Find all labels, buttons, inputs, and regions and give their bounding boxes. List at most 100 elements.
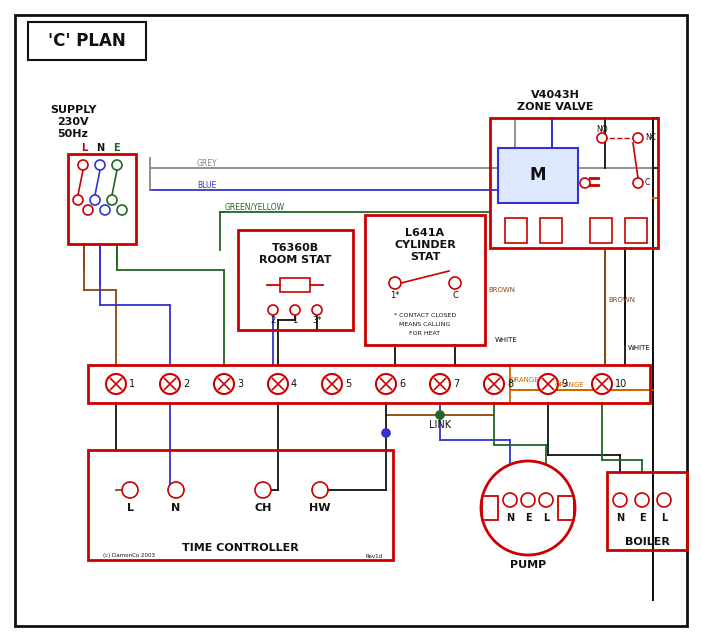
Bar [558,496,574,520]
Text: L: L [126,503,133,513]
Text: L: L [81,143,87,153]
Text: L641A: L641A [406,228,444,238]
Circle shape [107,195,117,205]
Text: BROWN: BROWN [488,287,515,293]
Text: CYLINDER: CYLINDER [394,240,456,250]
Text: C: C [452,290,458,299]
Circle shape [83,205,93,215]
Circle shape [484,374,504,394]
Circle shape [100,205,110,215]
Text: Rev1d: Rev1d [366,553,383,558]
Text: 9: 9 [561,379,567,389]
Circle shape [613,493,627,507]
Text: FOR HEAT: FOR HEAT [409,331,441,335]
Circle shape [503,493,517,507]
Bar [88,450,393,560]
Bar [28,22,146,60]
Text: E: E [113,143,119,153]
Text: WHITE: WHITE [628,345,651,351]
Circle shape [95,160,105,170]
Text: 3: 3 [237,379,243,389]
Text: 1: 1 [292,315,298,324]
Circle shape [268,305,278,315]
Text: GREY: GREY [197,158,218,167]
Text: N: N [171,503,180,513]
Text: NC: NC [645,133,656,142]
Circle shape [436,411,444,419]
Circle shape [312,305,322,315]
Circle shape [112,160,122,170]
Circle shape [633,133,643,143]
Text: 1: 1 [129,379,135,389]
Text: ZONE VALVE: ZONE VALVE [517,102,593,112]
Bar [68,154,136,244]
Text: T6360B: T6360B [272,243,319,253]
Circle shape [214,374,234,394]
Circle shape [592,374,612,394]
Circle shape [122,482,138,498]
Text: 4: 4 [291,379,297,389]
Circle shape [449,277,461,289]
Circle shape [255,482,271,498]
Text: L: L [661,513,667,523]
Text: BLUE: BLUE [197,181,216,190]
Bar [540,218,562,243]
Text: 7: 7 [453,379,459,389]
Text: BOILER: BOILER [625,537,670,547]
Circle shape [322,374,342,394]
Circle shape [382,429,390,437]
Text: 5: 5 [345,379,351,389]
Text: STAT: STAT [410,252,440,262]
Circle shape [539,493,553,507]
Bar [498,148,578,203]
Circle shape [538,374,558,394]
Circle shape [90,195,100,205]
Circle shape [521,493,535,507]
Text: N: N [96,143,104,153]
Text: 3*: 3* [312,315,322,324]
Text: 50Hz: 50Hz [58,129,88,139]
Circle shape [481,461,575,555]
Text: BROWN: BROWN [608,297,635,303]
Text: ORANGE: ORANGE [510,377,540,383]
Circle shape [657,493,671,507]
Text: HW: HW [310,503,331,513]
Circle shape [106,374,126,394]
Circle shape [389,277,401,289]
Circle shape [168,482,184,498]
Text: N: N [616,513,624,523]
Text: C: C [645,178,650,187]
Text: E: E [524,513,531,523]
Bar [482,496,498,520]
Bar [280,278,310,292]
Bar [607,472,687,550]
Text: TIME CONTROLLER: TIME CONTROLLER [182,543,299,553]
Text: ROOM STAT: ROOM STAT [259,255,332,265]
Bar [88,365,650,403]
Circle shape [78,160,88,170]
Circle shape [597,133,607,143]
Bar [625,218,647,243]
Text: 8: 8 [507,379,513,389]
Text: 230V: 230V [57,117,89,127]
Text: 2: 2 [183,379,190,389]
Circle shape [73,195,83,205]
Text: SUPPLY: SUPPLY [50,105,96,115]
Circle shape [635,493,649,507]
Circle shape [290,305,300,315]
Text: V4043H: V4043H [531,90,579,100]
Text: 1*: 1* [390,290,399,299]
Text: 'C' PLAN: 'C' PLAN [48,32,126,50]
Text: (c) DamonCo 2003: (c) DamonCo 2003 [103,553,155,558]
Text: PUMP: PUMP [510,560,546,570]
Text: ORANGE: ORANGE [555,382,585,388]
Bar [490,118,658,248]
Text: WHITE: WHITE [495,337,518,343]
Bar [238,230,353,330]
Text: L: L [543,513,549,523]
Bar [505,218,527,243]
Circle shape [312,482,328,498]
Circle shape [160,374,180,394]
Text: 10: 10 [615,379,628,389]
Bar [365,215,485,345]
